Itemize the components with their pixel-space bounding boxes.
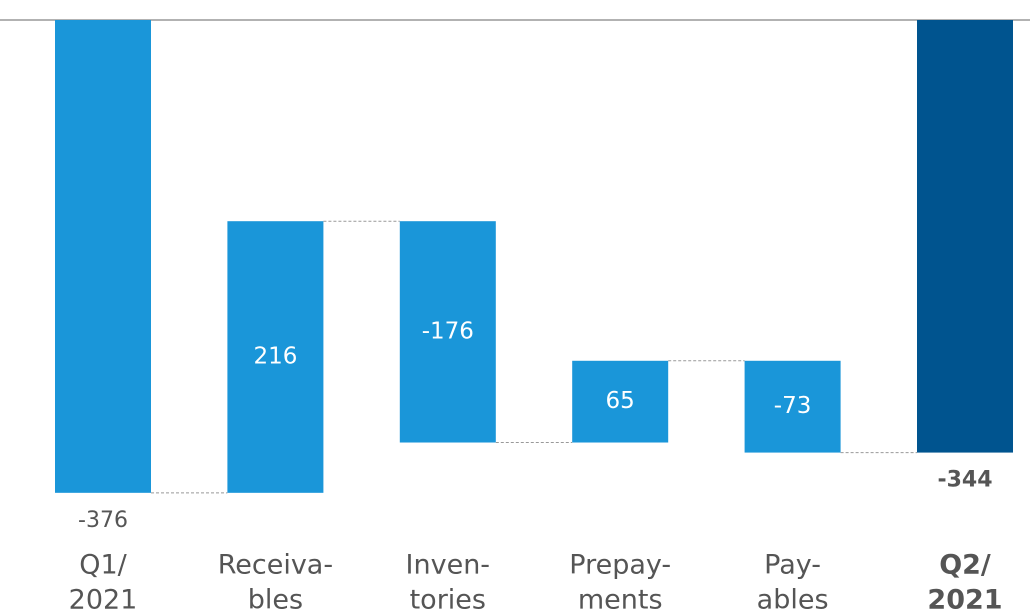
value-label: 216 [253,344,297,370]
x-tick-label: ables [757,585,829,614]
x-tick-label: tories [410,585,486,614]
bar [744,360,841,453]
bar [572,360,669,443]
value-label: -344 [937,468,992,493]
x-tick-label: 2021 [927,585,1002,614]
value-label: -73 [774,393,812,419]
x-tick-label: Inven- [406,550,491,581]
value-label: -376 [78,508,128,533]
x-tick-label: Receiva- [218,550,333,581]
x-tick-label: ments [578,585,663,614]
x-tick-label: Q2/ [939,550,991,581]
bar [55,20,151,493]
bar [917,20,1013,453]
value-label: -176 [422,318,474,344]
x-tick-label: Q1/ [79,550,127,581]
x-tick-label: Prepay- [569,550,671,581]
bar [227,221,324,493]
x-tick-label: bles [248,585,303,614]
x-tick-label: 2021 [69,585,138,614]
x-tick-label: Pay- [764,550,821,581]
value-label: 65 [606,388,635,414]
bar [399,221,496,443]
